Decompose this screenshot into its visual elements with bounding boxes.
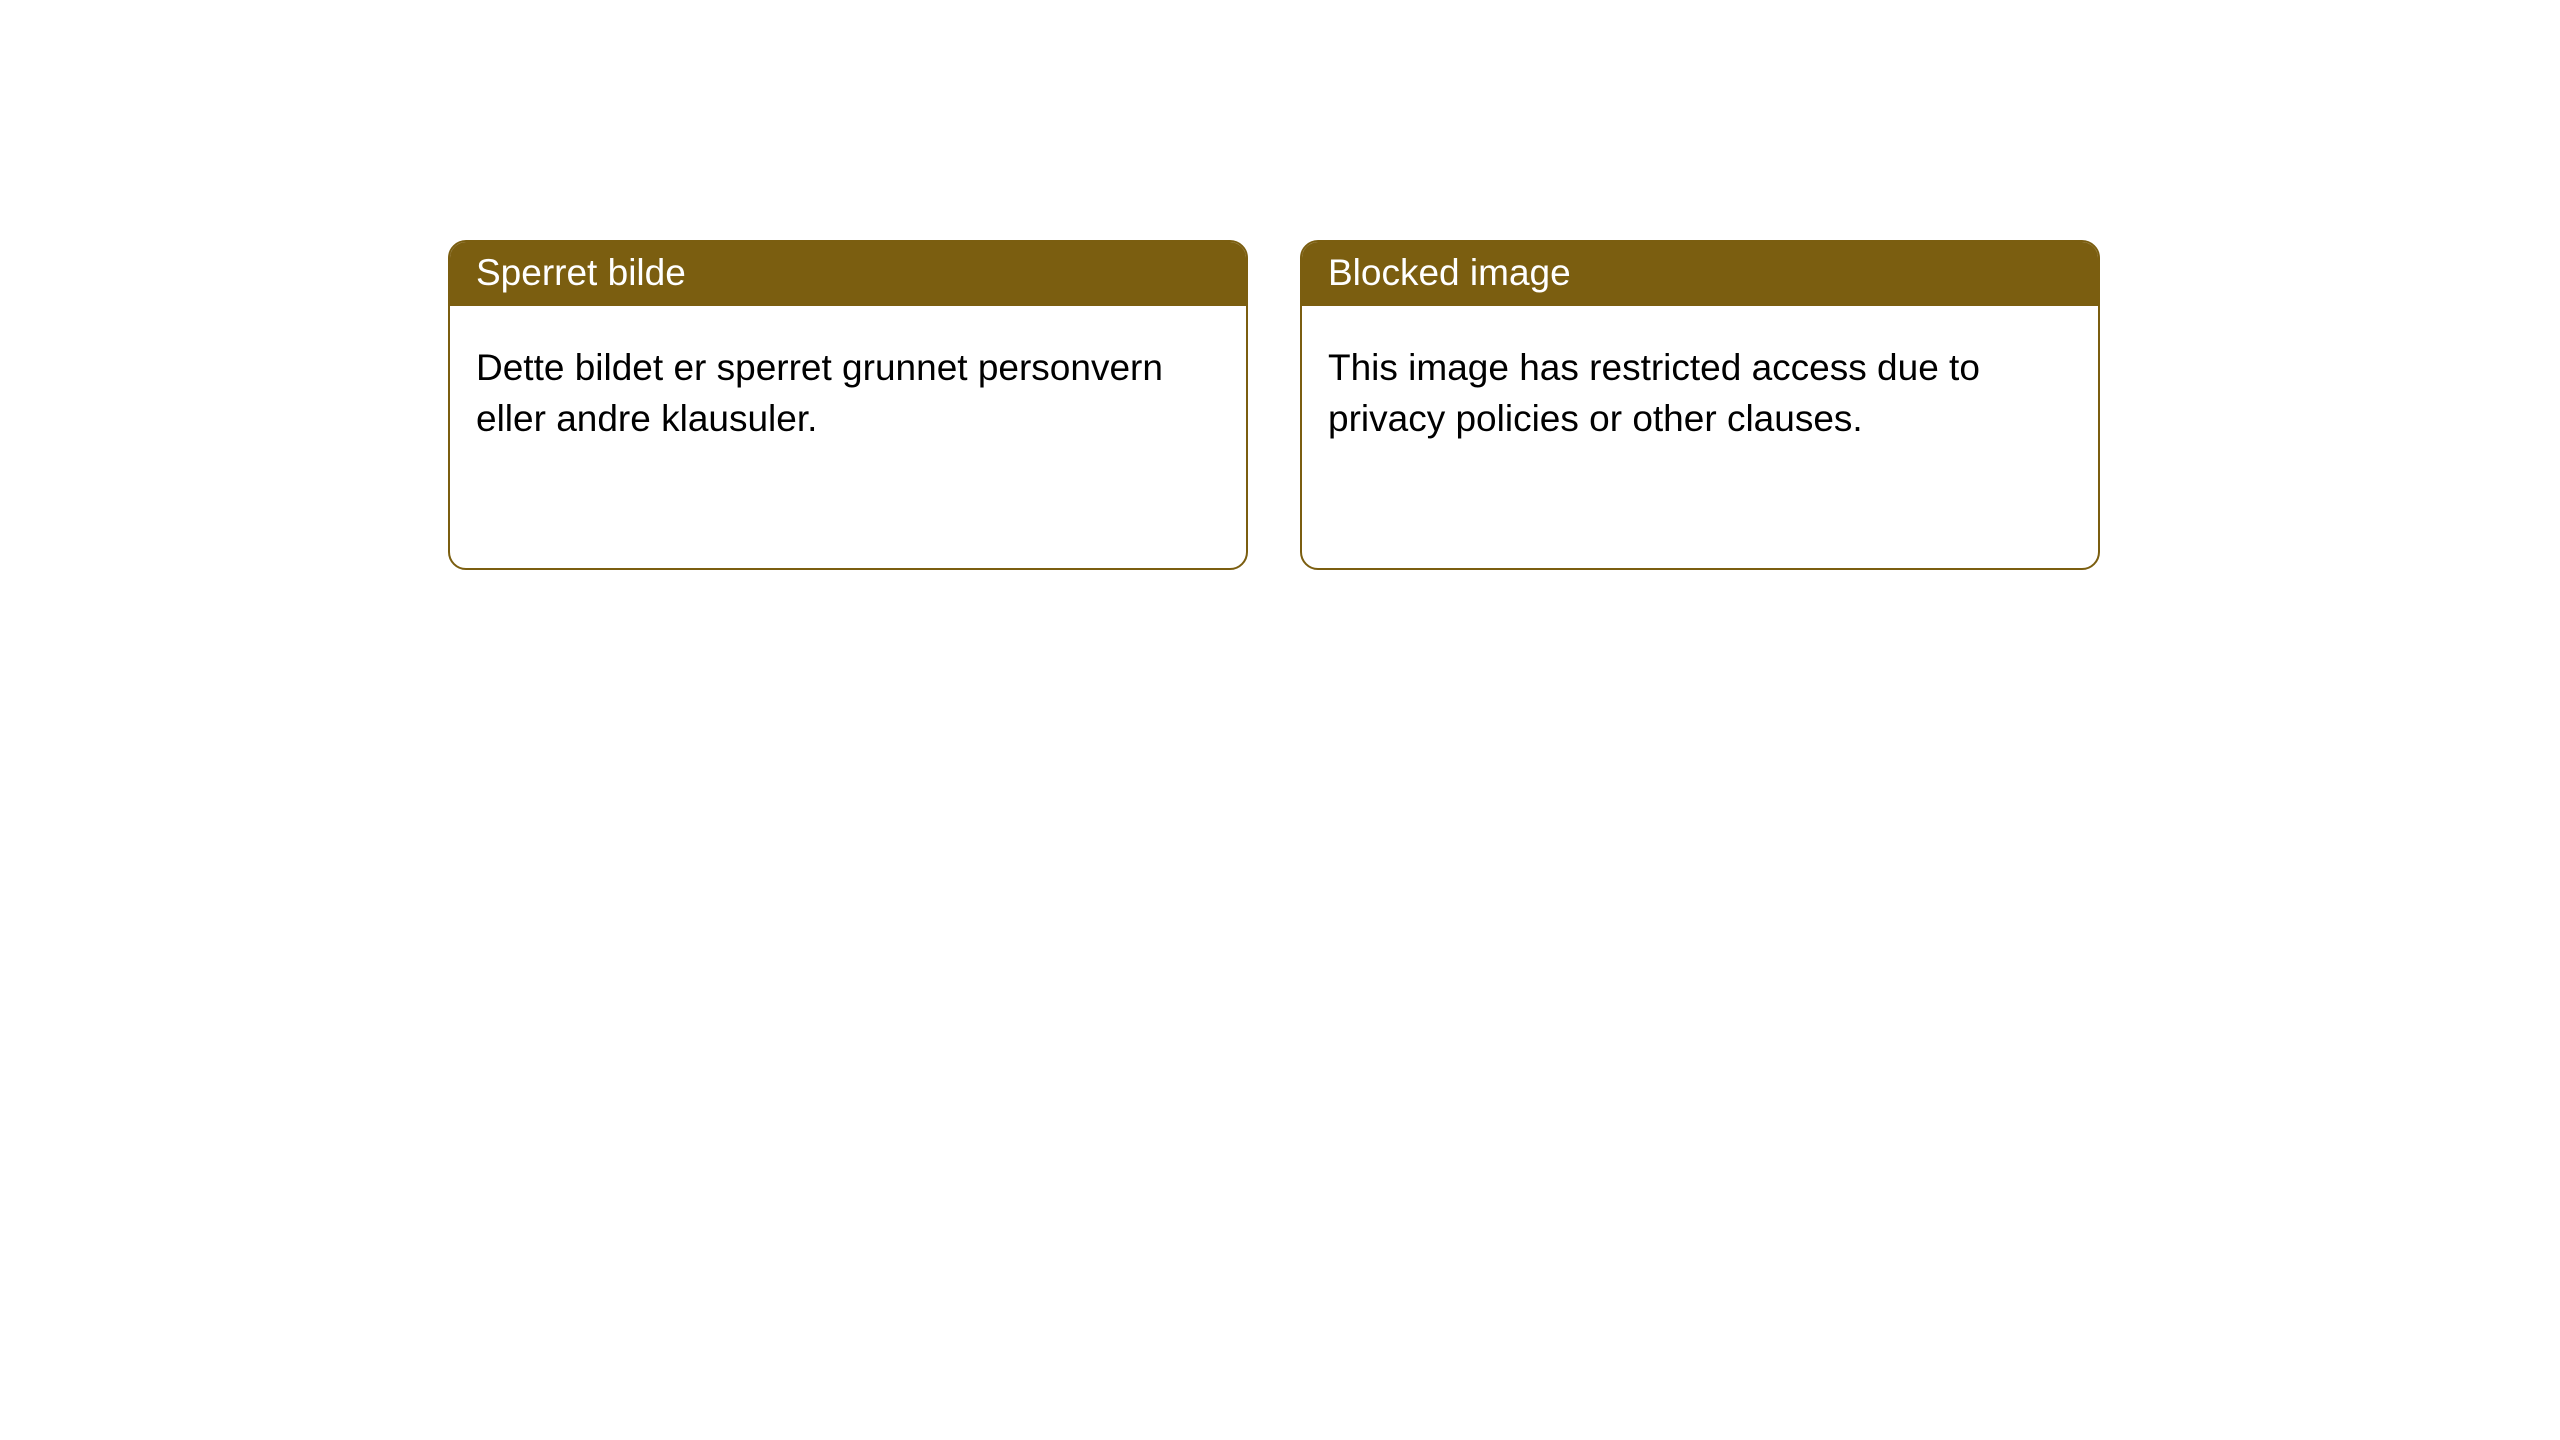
notice-body-text: Dette bildet er sperret grunnet personve… <box>450 306 1246 470</box>
notice-title: Sperret bilde <box>450 242 1246 306</box>
notice-title: Blocked image <box>1302 242 2098 306</box>
notice-body-text: This image has restricted access due to … <box>1302 306 2098 470</box>
notice-card-english: Blocked image This image has restricted … <box>1300 240 2100 570</box>
notice-container: Sperret bilde Dette bildet er sperret gr… <box>0 0 2560 570</box>
notice-card-norwegian: Sperret bilde Dette bildet er sperret gr… <box>448 240 1248 570</box>
